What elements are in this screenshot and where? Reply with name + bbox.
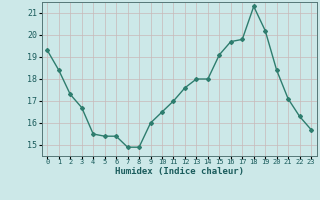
X-axis label: Humidex (Indice chaleur): Humidex (Indice chaleur) xyxy=(115,167,244,176)
